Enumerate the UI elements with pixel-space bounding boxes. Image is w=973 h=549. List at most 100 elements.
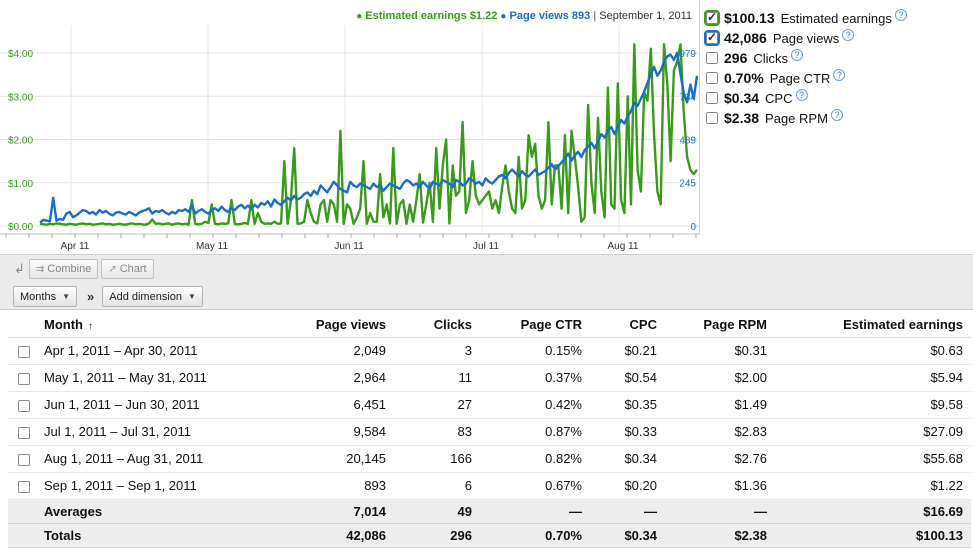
metric-checkbox[interactable]	[706, 72, 718, 84]
combine-arrow-icon: ↲	[14, 261, 25, 276]
metric-row[interactable]: $2.38 Page RPM?	[706, 108, 973, 128]
y-left-tick-label: $2.00	[8, 136, 33, 147]
months-dropdown[interactable]: Months ▼	[13, 286, 77, 307]
table-row: Aug 1, 2011 – Aug 31, 2011 20,145 166 0.82%…	[8, 445, 971, 473]
help-icon[interactable]: ?	[795, 89, 808, 101]
help-icon[interactable]: ?	[833, 69, 846, 81]
column-header-clicks[interactable]: Clicks	[394, 312, 480, 338]
cell-estimated-earnings: $5.94	[775, 364, 971, 392]
chevron-down-icon: ▼	[62, 292, 70, 301]
cell-month: Jul 1, 2011 – Jul 31, 2011	[44, 418, 274, 446]
combine-label: Combine	[47, 263, 92, 275]
x-tick-label: Aug 11	[608, 241, 639, 252]
metric-value: 0.70%	[724, 70, 764, 86]
metric-row[interactable]: $0.34 CPC?	[706, 88, 973, 108]
summary-empty-cell	[8, 499, 44, 524]
chart-svg: Apr 11 May 11 Jun 11 Jul 11 Aug 11 $4.00 $3.00…	[0, 25, 700, 254]
cell-clicks: 6	[394, 472, 480, 500]
metric-checkbox[interactable]	[704, 10, 720, 26]
pageviews-dot-icon: ●	[500, 11, 507, 22]
table-row: Sep 1, 2011 – Sep 1, 2011 893 6 0.67% $0.20 $…	[8, 472, 971, 500]
metric-label: Page CTR	[769, 70, 831, 86]
averages-cell-month: Averages	[44, 499, 274, 524]
y-right-tick-label: 489	[679, 136, 696, 147]
metric-checkbox[interactable]	[706, 92, 718, 104]
sort-ascending-icon: ↑	[87, 320, 93, 332]
table-row: Jul 1, 2011 – Jul 31, 2011 9,584 83 0.87% $0…	[8, 418, 971, 446]
row-checkbox[interactable]	[18, 453, 30, 466]
chart-legend: ● Estimated earnings $1.22 ● Page views …	[0, 10, 692, 22]
cell-page-views: 9,584	[274, 418, 394, 446]
cell-page-ctr: 0.67%	[480, 472, 590, 500]
row-checkbox[interactable]	[18, 480, 30, 493]
x-axis-band	[0, 234, 700, 254]
metric-row[interactable]: $100.13 Estimated earnings?	[704, 8, 973, 28]
cell-page-rpm: $0.31	[665, 337, 775, 365]
help-icon[interactable]: ?	[894, 9, 907, 21]
months-label: Months	[20, 290, 57, 303]
cell-month: Sep 1, 2011 – Sep 1, 2011	[44, 472, 274, 500]
column-header-page-ctr[interactable]: Page CTR	[480, 312, 590, 338]
y-left-tick-label: $4.00	[8, 49, 33, 60]
table-row: Apr 1, 2011 – Apr 30, 2011 2,049 3 0.15% $0.…	[8, 337, 971, 365]
totals-cell-estimated-earnings: $100.13	[775, 523, 971, 548]
averages-cell-estimated-earnings: $16.69	[775, 499, 971, 524]
cell-clicks: 11	[394, 364, 480, 392]
totals-cell-month: Totals	[44, 523, 274, 548]
cell-estimated-earnings: $27.09	[775, 418, 971, 446]
line-chart-icon: ↗	[108, 263, 117, 275]
metric-label: Page RPM	[765, 110, 828, 126]
performance-chart: Apr 11 May 11 Jun 11 Jul 11 Aug 11 $4.00 $3.00…	[0, 0, 700, 254]
row-checkbox[interactable]	[18, 399, 30, 412]
averages-cell-page-ctr: —	[480, 499, 590, 524]
cell-page-views: 893	[274, 472, 394, 500]
metric-checkbox[interactable]	[706, 52, 718, 64]
table-row: May 1, 2011 – May 31, 2011 2,964 11 0.37% $0…	[8, 364, 971, 392]
metric-row[interactable]: 42,086 Page views?	[704, 28, 973, 48]
month-header-label: Month	[44, 316, 83, 332]
cell-month: Jun 1, 2011 – Jun 30, 2011	[44, 391, 274, 419]
averages-cell-page-views: 7,014	[274, 499, 394, 524]
column-header-page-rpm[interactable]: Page RPM	[665, 312, 775, 338]
combine-icon: ⇉	[35, 263, 45, 275]
cell-clicks: 27	[394, 391, 480, 419]
row-checkbox[interactable]	[18, 426, 30, 439]
column-header-page-views[interactable]: Page views	[274, 312, 394, 338]
column-header-cpc[interactable]: CPC	[590, 312, 665, 338]
metric-checkbox[interactable]	[706, 112, 718, 124]
cell-page-views: 20,145	[274, 445, 394, 473]
help-icon[interactable]: ?	[842, 29, 855, 41]
cell-page-views: 2,049	[274, 337, 394, 365]
totals-cell-page-ctr: 0.70%	[480, 523, 590, 548]
combine-button[interactable]: ⇉ Combine	[28, 259, 99, 279]
help-icon[interactable]: ?	[830, 109, 843, 121]
chart-button[interactable]: ↗ Chart	[101, 259, 154, 279]
metric-value: $100.13	[724, 10, 775, 26]
cell-page-ctr: 0.87%	[480, 418, 590, 446]
cell-page-views: 6,451	[274, 391, 394, 419]
metric-value: $0.34	[724, 90, 760, 106]
y-left-tick-label: $1.00	[8, 179, 33, 190]
add-dimension-dropdown[interactable]: Add dimension ▼	[102, 286, 203, 307]
legend-separator: |	[593, 10, 597, 22]
legend-earnings: Estimated earnings $1.22	[365, 10, 498, 22]
averages-cell-page-rpm: —	[665, 499, 775, 524]
table-row: Jun 1, 2011 – Jun 30, 2011 6,451 27 0.42% $0…	[8, 391, 971, 419]
help-icon[interactable]: ?	[791, 49, 804, 61]
y-left-tick-label: $0.00	[8, 222, 33, 233]
column-header-estimated-earnings[interactable]: Estimated earnings	[775, 312, 971, 338]
metric-row[interactable]: 296 Clicks?	[706, 48, 973, 68]
metric-label: CPC	[765, 90, 793, 106]
cell-page-rpm: $2.00	[665, 364, 775, 392]
cell-page-rpm: $1.49	[665, 391, 775, 419]
cell-clicks: 166	[394, 445, 480, 473]
metric-checkbox[interactable]	[704, 30, 720, 46]
cell-page-ctr: 0.15%	[480, 337, 590, 365]
row-checkbox[interactable]	[18, 372, 30, 385]
cell-page-rpm: $2.83	[665, 418, 775, 446]
column-header-month[interactable]: Month ↑	[44, 312, 274, 338]
metric-label: Estimated earnings	[780, 10, 892, 26]
row-checkbox[interactable]	[18, 345, 30, 358]
metric-label: Clicks	[753, 50, 789, 66]
metric-row[interactable]: 0.70% Page CTR?	[706, 68, 973, 88]
